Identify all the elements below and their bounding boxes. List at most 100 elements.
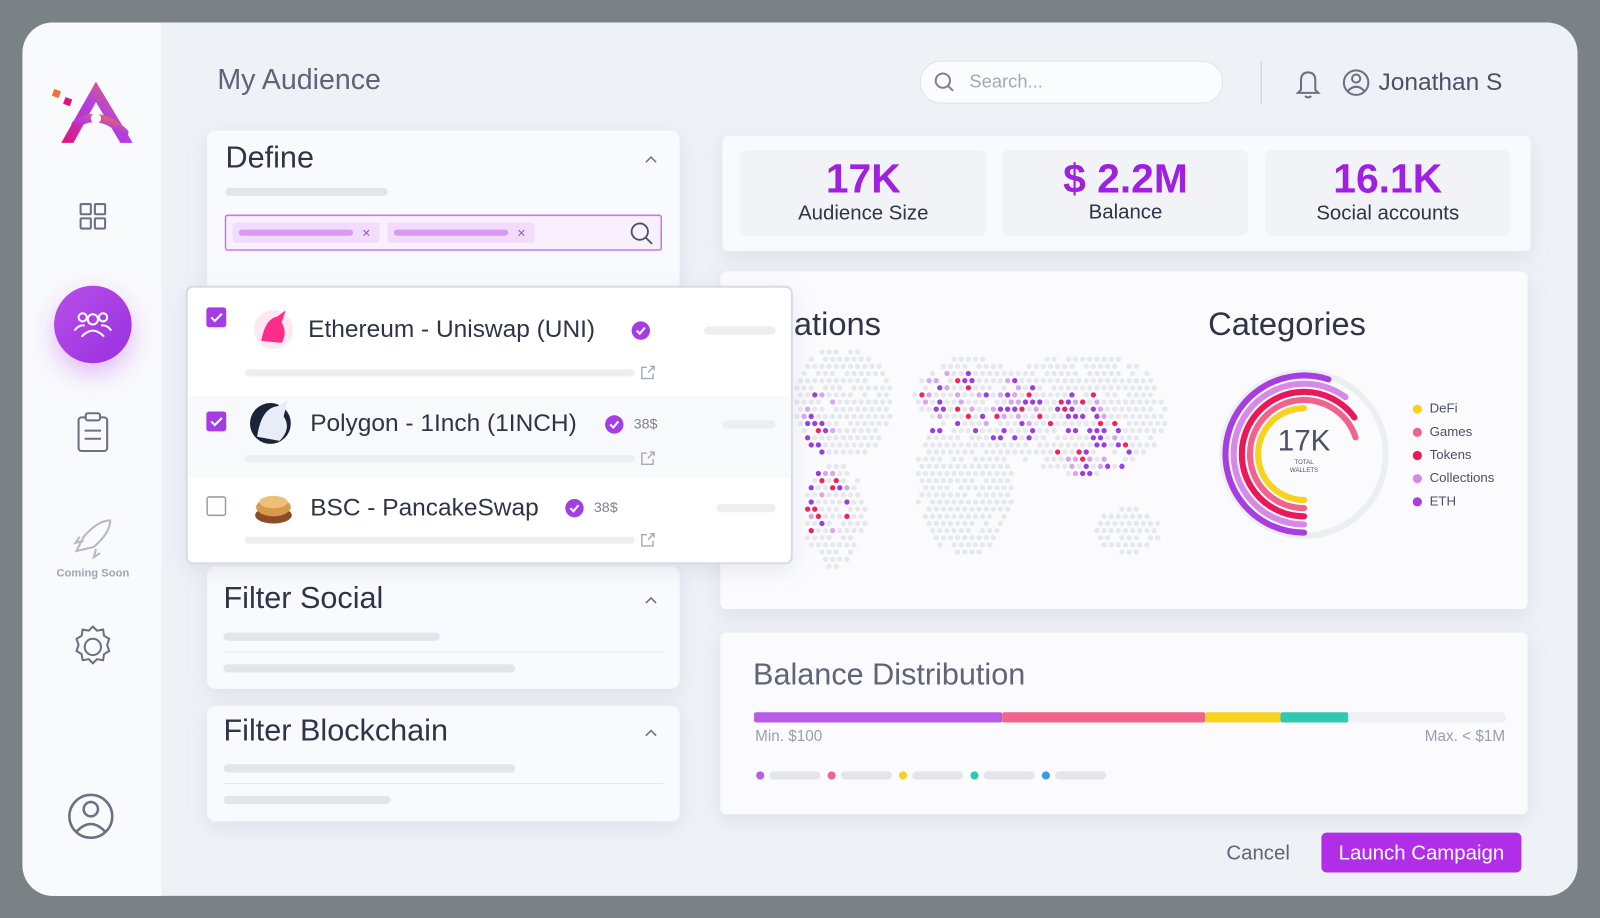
map-dot	[1040, 377, 1047, 384]
map-dot	[979, 470, 986, 477]
donut-arc	[1246, 396, 1359, 512]
map-dot	[1072, 385, 1079, 391]
map-dot	[1133, 435, 1139, 441]
map-dot	[994, 499, 1000, 505]
map-dot	[1087, 442, 1093, 448]
map-dot	[965, 413, 972, 419]
map-dot	[994, 427, 1000, 434]
map-dot	[997, 406, 1004, 412]
map-dot	[1115, 413, 1122, 419]
checkbox[interactable]	[206, 496, 227, 517]
map-dot	[854, 449, 861, 455]
map-dot	[1133, 392, 1139, 398]
external-links[interactable]	[641, 365, 655, 547]
map-dot	[1133, 420, 1139, 427]
user-menu[interactable]: Jonathan S	[1342, 69, 1503, 96]
world-map	[794, 349, 1168, 569]
map-dot	[972, 485, 979, 491]
map-dot	[829, 485, 836, 491]
map-dot	[1144, 399, 1150, 405]
map-dot	[933, 377, 939, 384]
launch-button[interactable]: Launch Campaign	[1321, 832, 1522, 873]
collapse-icon[interactable]	[645, 156, 657, 163]
nav-dashboard[interactable]	[79, 203, 107, 230]
cancel-button[interactable]: Cancel	[1226, 842, 1289, 864]
map-dot	[837, 385, 843, 391]
map-dot	[858, 513, 864, 519]
checkbox[interactable]	[206, 411, 227, 432]
map-dot	[1101, 527, 1107, 534]
map-dot	[851, 542, 857, 548]
map-dot	[979, 356, 986, 362]
balance-legend	[756, 771, 1107, 780]
map-dot	[1090, 435, 1097, 441]
map-dot	[969, 449, 975, 455]
nav-audience[interactable]	[54, 285, 132, 364]
map-dot	[1062, 377, 1068, 384]
map-dot	[972, 370, 979, 377]
map-dot	[822, 370, 829, 377]
map-dot	[847, 492, 854, 498]
map-dot	[1147, 377, 1154, 384]
map-dot	[851, 499, 857, 505]
map-dot	[1026, 392, 1032, 398]
map-dot	[1087, 399, 1093, 405]
map-dot	[947, 477, 954, 484]
map-dot	[826, 535, 832, 541]
map-dot	[1119, 406, 1125, 412]
donut-arc	[1238, 388, 1358, 520]
map-dot	[1119, 520, 1125, 527]
map-dot	[976, 435, 982, 441]
map-dot	[844, 442, 850, 448]
map-dot	[1097, 363, 1104, 369]
map-dot	[840, 377, 847, 384]
map-dot	[858, 385, 864, 391]
locations-card: ations Categories 17K TOTAL WALLETS DeFi…	[720, 271, 1528, 610]
map-dot	[1104, 535, 1111, 541]
checkbox[interactable]	[206, 307, 227, 328]
map-dot	[962, 392, 968, 398]
tag-input[interactable]: × ×	[224, 214, 662, 251]
map-dot	[929, 485, 936, 491]
map-dot	[847, 435, 854, 441]
map-dot	[937, 427, 943, 434]
map-dot	[1033, 449, 1039, 455]
map-dot	[862, 506, 868, 512]
map-dot	[958, 370, 964, 377]
map-dot	[922, 399, 929, 405]
nav-profile[interactable]	[68, 793, 114, 840]
map-dot	[840, 477, 847, 484]
map-dot	[944, 499, 950, 505]
nav-settings[interactable]	[75, 625, 111, 665]
map-dot	[804, 377, 811, 384]
notifications[interactable]	[1295, 71, 1321, 99]
map-dot	[1104, 406, 1111, 412]
map-dot	[915, 399, 922, 405]
nav-reports[interactable]	[77, 412, 109, 453]
map-dot	[972, 413, 979, 419]
map-dot	[1004, 492, 1011, 498]
map-dot	[1069, 420, 1075, 427]
categories-title: Categories	[1208, 305, 1366, 342]
search-box[interactable]: Search...	[919, 60, 1223, 104]
map-dot	[837, 427, 843, 434]
legend-label: Collections	[1430, 470, 1495, 485]
map-dot	[1119, 463, 1125, 469]
map-dot	[1147, 392, 1154, 398]
map-dot	[1115, 427, 1122, 434]
map-dot	[1051, 413, 1057, 419]
map-dot	[1001, 499, 1007, 505]
map-dot	[854, 506, 861, 512]
map-dot	[979, 542, 986, 548]
map-dot	[815, 370, 822, 377]
stat-value: $ 2.2M	[1063, 155, 1188, 201]
map-dot	[983, 492, 989, 498]
map-dot	[983, 477, 989, 484]
map-dot	[976, 506, 982, 512]
map-dot	[819, 506, 825, 512]
token-icon	[254, 310, 293, 349]
map-dot	[1097, 520, 1104, 527]
map-dot	[1097, 463, 1104, 469]
map-dot	[987, 542, 993, 548]
map-dot	[983, 463, 989, 469]
